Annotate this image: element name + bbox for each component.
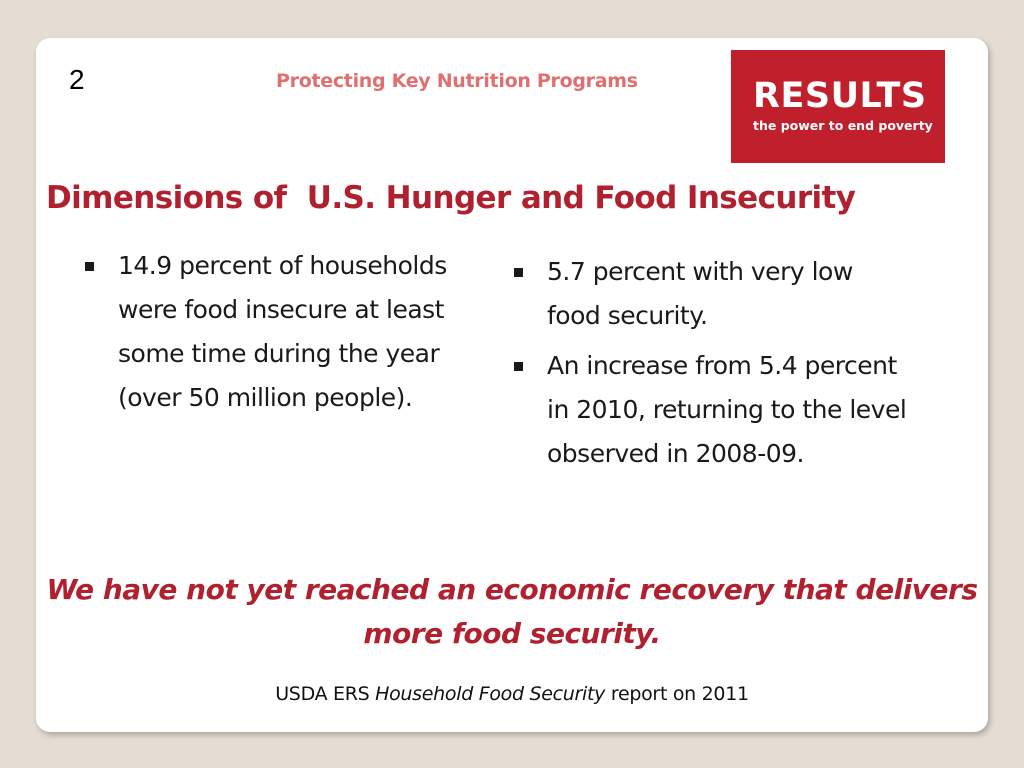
square-bullet-icon <box>85 262 94 271</box>
results-logo: RESULTS the power to end poverty <box>731 50 945 163</box>
slide-title: Dimensions of U.S. Hunger and Food Insec… <box>46 180 856 216</box>
source-suffix: report on 2011 <box>605 683 749 705</box>
source-prefix: USDA ERS <box>275 683 376 705</box>
header-title: Protecting Key Nutrition Programs <box>276 70 638 92</box>
slide-number: 2 <box>69 64 85 95</box>
bullet-text: An increase from 5.4 percent in 2010, re… <box>547 351 907 468</box>
slide: 2 Protecting Key Nutrition Programs RESU… <box>36 38 988 732</box>
bullet-text: 14.9 percent of households were food ins… <box>118 251 447 412</box>
conclusion-statement: We have not yet reached an economic reco… <box>46 573 979 650</box>
right-bullet-list: 5.7 percent with very low food security.… <box>510 250 910 482</box>
list-item: 14.9 percent of households were food ins… <box>81 244 461 420</box>
bullet-text: 5.7 percent with very low food security. <box>547 257 853 330</box>
source-report-title: Household Food Security <box>375 683 606 705</box>
source-citation: USDA ERS Household Food Security report … <box>36 683 988 705</box>
left-bullet-list: 14.9 percent of households were food ins… <box>81 244 461 426</box>
square-bullet-icon <box>514 268 523 277</box>
list-item: 5.7 percent with very low food security. <box>510 250 910 338</box>
square-bullet-icon <box>514 362 523 371</box>
list-item: An increase from 5.4 percent in 2010, re… <box>510 344 910 476</box>
logo-tagline: the power to end poverty <box>753 118 933 133</box>
logo-name: RESULTS <box>753 76 927 116</box>
